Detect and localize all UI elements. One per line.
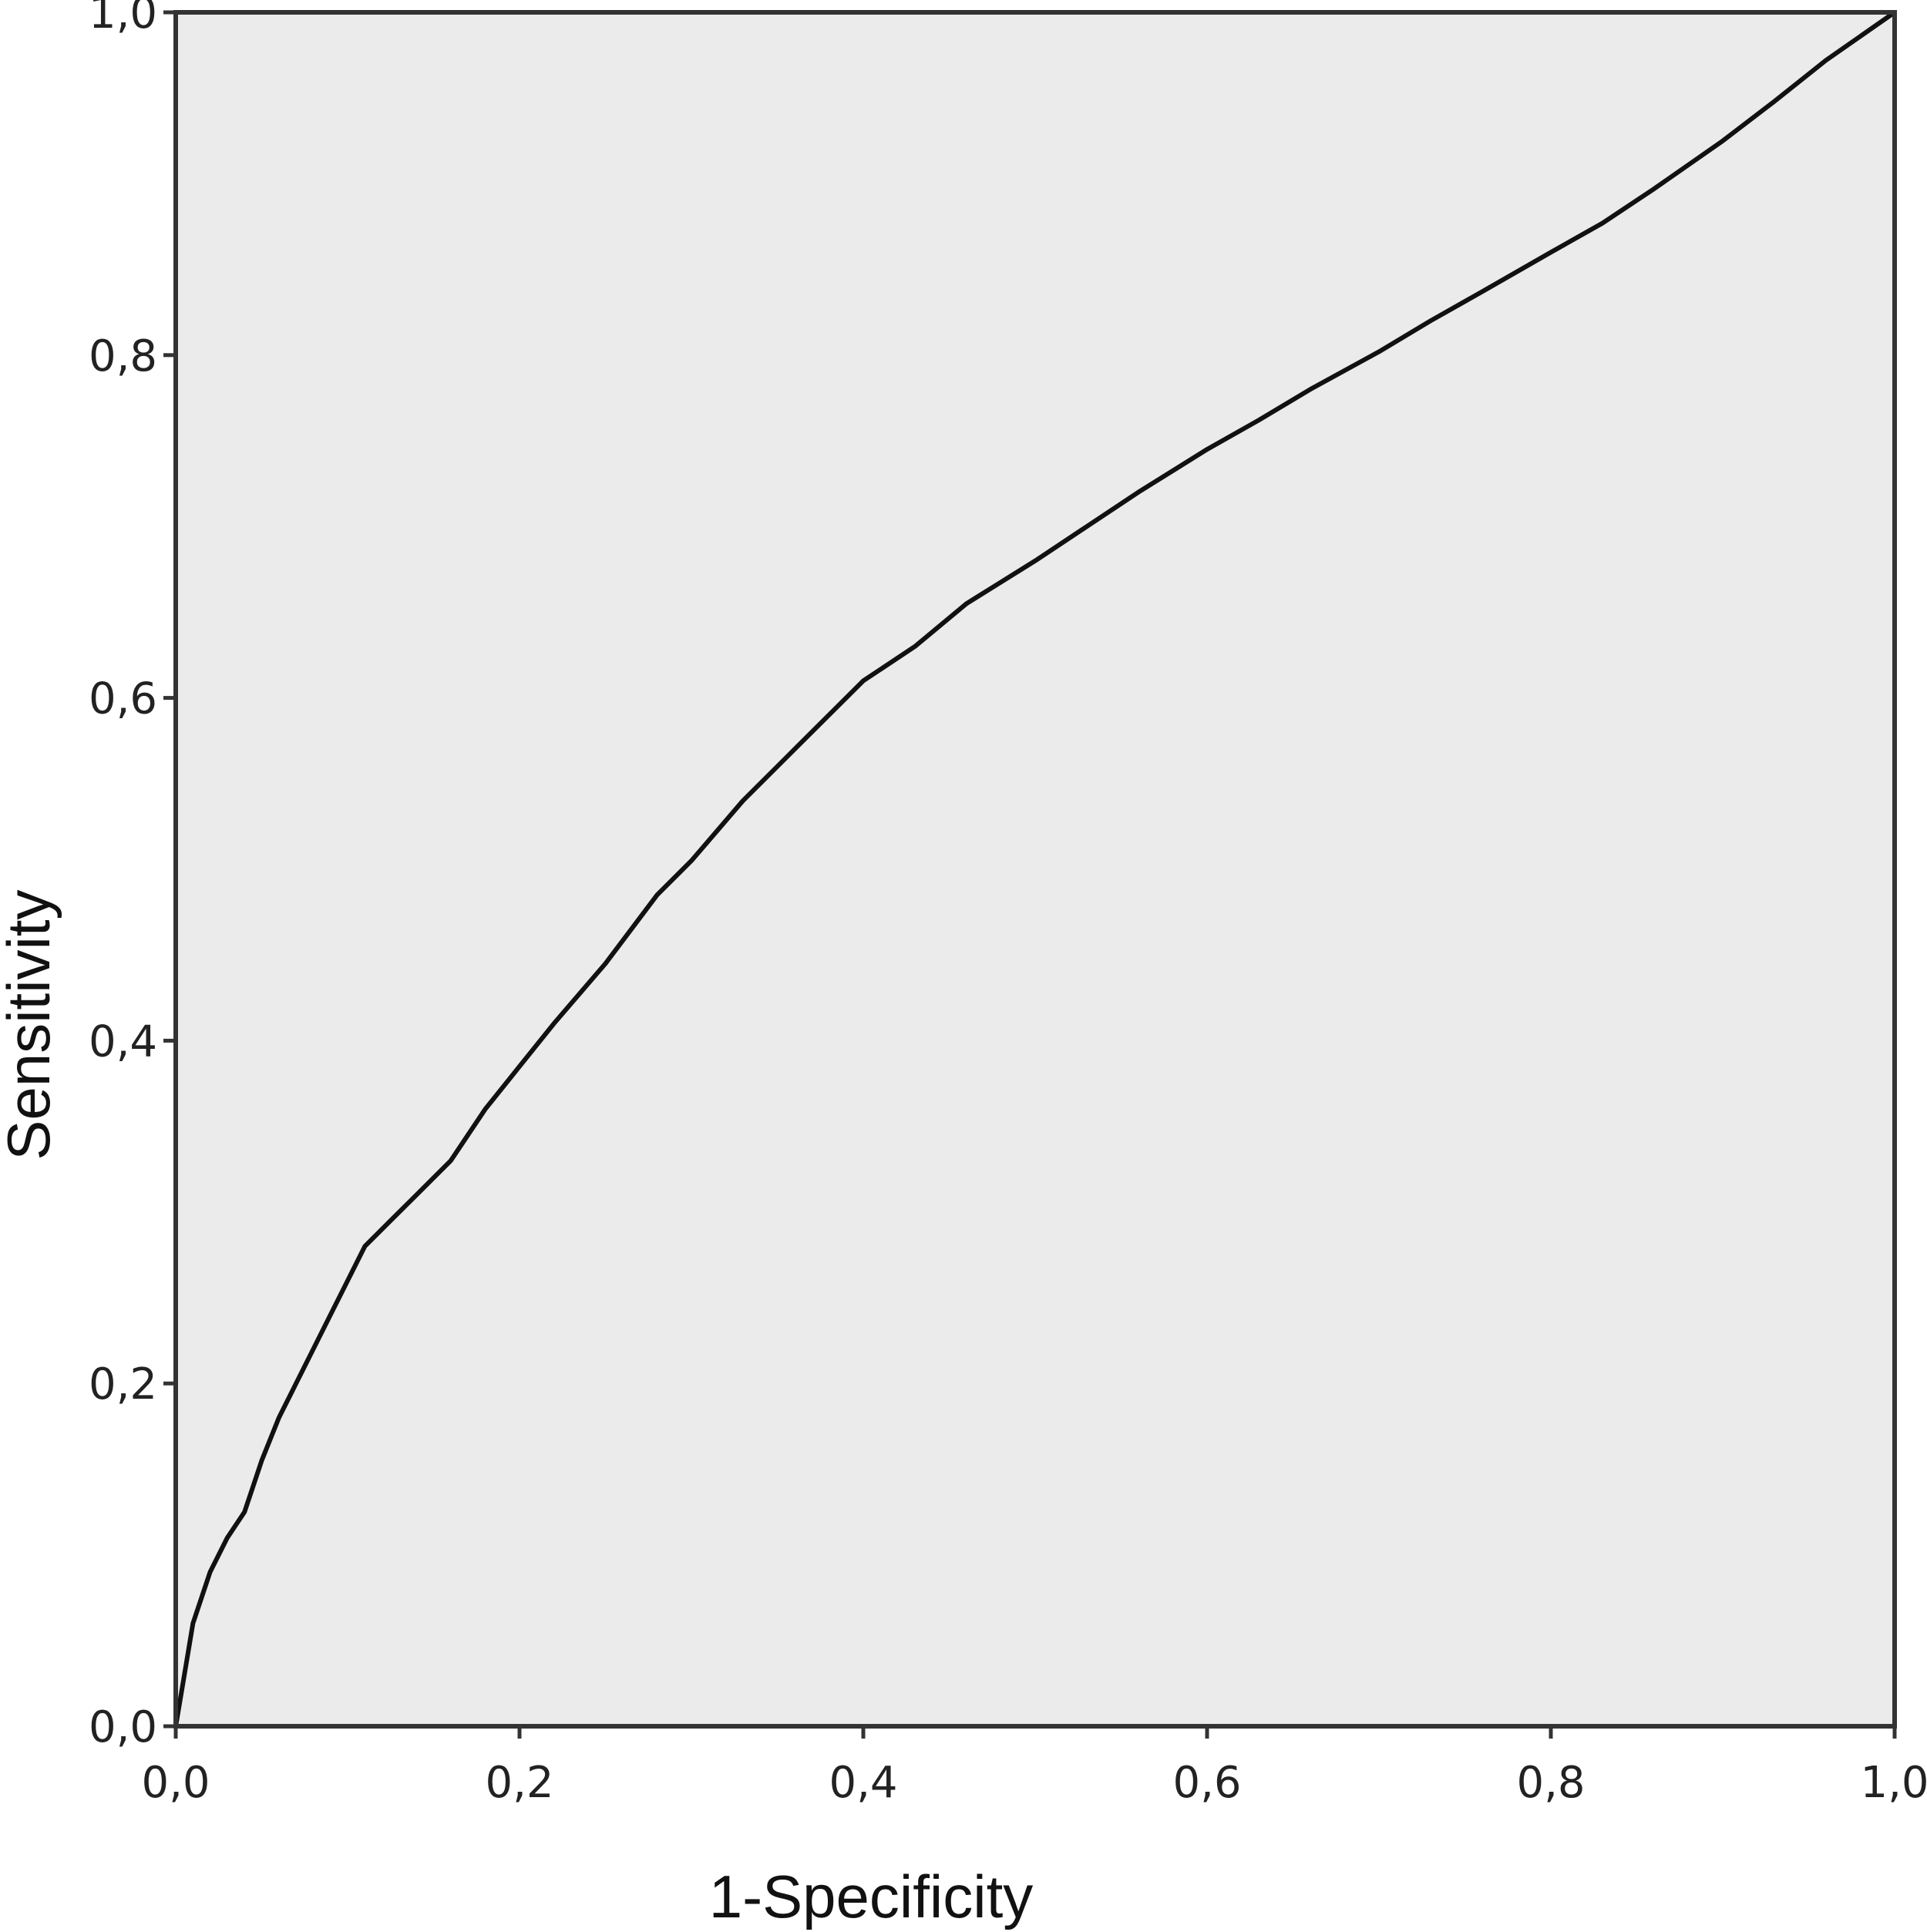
- roc-point: [311, 1347, 315, 1352]
- roc-point: [1136, 490, 1141, 495]
- roc-point: [964, 601, 969, 606]
- y-tick-label: 0,6: [89, 674, 157, 724]
- x-axis-tick-labels: 0,0 0,2 0,4 0,6 0,8 1,0: [141, 1758, 1927, 1808]
- x-tick-label: 0,2: [485, 1758, 553, 1808]
- roc-point: [654, 892, 659, 897]
- roc-curve-line: [173, 10, 1897, 1729]
- roc-point: [1824, 58, 1828, 62]
- y-tick-label: 0,8: [89, 331, 157, 381]
- roc-point: [414, 1193, 419, 1198]
- roc-point: [182, 1672, 187, 1677]
- roc-point: [1256, 418, 1261, 422]
- roc-point: [517, 1064, 522, 1069]
- roc-point: [913, 644, 917, 649]
- roc-point: [604, 961, 608, 966]
- roc-point: [1652, 186, 1656, 191]
- roc-point: [294, 1381, 298, 1386]
- roc-point: [251, 1484, 255, 1489]
- roc-point: [1308, 387, 1313, 391]
- roc-point: [1085, 524, 1089, 529]
- roc-point: [345, 1278, 350, 1283]
- x-axis-title: 1-Specificity: [709, 1863, 1033, 1930]
- roc-point: [1600, 221, 1605, 226]
- x-tick-label: 0,0: [141, 1758, 210, 1808]
- roc-point: [1377, 349, 1381, 354]
- roc-point: [449, 1158, 453, 1163]
- roc-point: [242, 1510, 247, 1514]
- roc-point: [190, 1621, 195, 1626]
- y-axis-tick-labels: 0,0 0,2 0,4 0,6 0,8 1,0: [89, 0, 157, 1752]
- roc-point: [792, 747, 797, 751]
- roc-point: [362, 1244, 367, 1248]
- roc-point: [1549, 250, 1553, 254]
- plot-frame: [173, 10, 1897, 1729]
- plot-background: [176, 12, 1895, 1726]
- x-tick-label: 0,6: [1172, 1758, 1241, 1808]
- roc-point: [225, 1535, 230, 1540]
- roc-point: [380, 1227, 385, 1231]
- roc-point: [741, 798, 745, 803]
- y-tick-label: 0,2: [89, 1359, 157, 1410]
- roc-point: [260, 1458, 264, 1463]
- roc-point: [277, 1416, 281, 1420]
- roc-point: [552, 1021, 557, 1026]
- x-tick-label: 1,0: [1860, 1758, 1927, 1808]
- y-axis-title: Sensitivity: [0, 889, 62, 1160]
- roc-point: [1720, 139, 1725, 143]
- roc-point: [1205, 447, 1209, 452]
- x-tick-label: 0,4: [829, 1758, 897, 1808]
- y-tick-label: 0,4: [89, 1016, 157, 1067]
- roc-point: [861, 678, 866, 683]
- roc-point: [1480, 290, 1485, 294]
- roc-point: [483, 1107, 487, 1111]
- roc-point: [1033, 559, 1037, 563]
- roc-point: [208, 1570, 213, 1574]
- roc-point: [1772, 99, 1777, 104]
- y-tick-label: 1,0: [89, 0, 157, 39]
- x-tick-label: 0,8: [1516, 1758, 1585, 1808]
- roc-point: [1428, 318, 1433, 323]
- roc-point: [328, 1312, 333, 1317]
- y-tick-label: 0,0: [89, 1702, 157, 1752]
- roc-point: [689, 858, 694, 863]
